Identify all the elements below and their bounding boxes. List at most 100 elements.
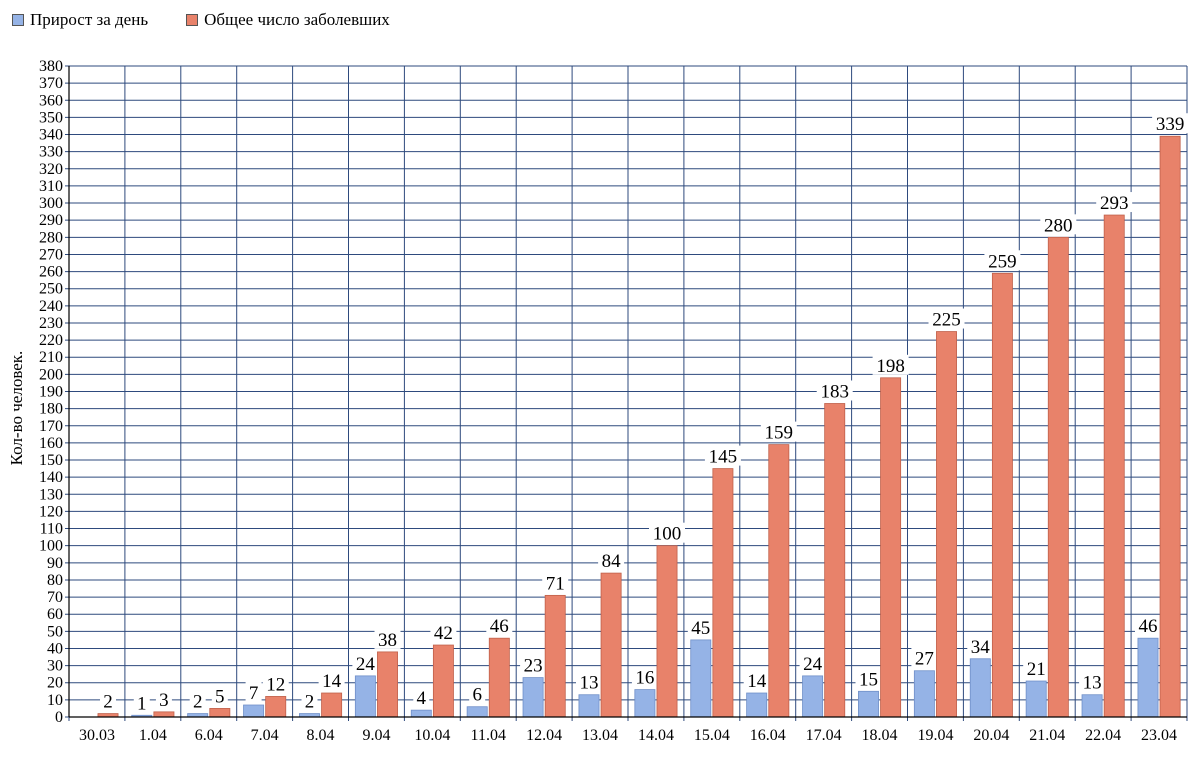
x-tick-label: 10.04 [414,727,450,744]
data-label-total: 293 [1100,193,1129,214]
y-tick-label: 190 [39,384,63,401]
y-tick-label: 210 [39,349,63,366]
y-tick-label: 260 [39,264,63,281]
bar-total [209,708,231,718]
bar-daily [410,709,432,718]
y-tick-label: 120 [39,503,63,520]
y-tick-label: 230 [39,315,63,332]
data-label-total: 3 [159,690,169,711]
bar-daily [913,670,935,718]
data-label-bg [928,308,965,329]
data-label-bg [872,354,909,375]
y-tick-label: 220 [39,332,63,349]
x-tick-label: 7.04 [251,727,279,744]
bar-total [1159,135,1181,718]
data-label-bg [687,616,714,637]
data-label-daily: 4 [417,688,427,709]
data-label-bg [1152,113,1189,134]
y-tick-label: 100 [39,538,63,555]
y-tick-label: 380 [39,58,63,75]
data-label-bg [704,445,741,466]
y-tick-label: 200 [39,366,63,383]
bar-total [1047,236,1069,718]
bar-daily [243,704,265,718]
data-label-total: 159 [765,423,794,444]
bar-total [712,468,734,718]
data-label-bg [575,671,602,692]
bar-daily [802,675,824,718]
data-label-daily: 2 [305,692,315,713]
bar-total [488,637,510,718]
legend-swatch-daily [12,14,24,26]
bar-total [544,594,566,718]
data-label-daily: 1 [137,693,147,714]
bar-daily [1137,637,1159,718]
data-label-daily: 45 [691,618,710,639]
y-tick-label: 180 [39,401,63,418]
data-label-daily: 24 [356,654,376,675]
bar-total [656,545,678,718]
data-label-daily: 16 [635,668,654,689]
y-tick-label: 20 [47,675,63,692]
data-label-bg [155,688,172,709]
legend-label-daily: Прирост за день [30,10,149,29]
data-label-bg [189,690,206,711]
data-label-bg [743,670,770,691]
x-tick-label: 11.04 [471,727,506,744]
data-label-bg [649,522,686,543]
data-label-total: 2 [103,692,113,713]
y-tick-label: 10 [47,692,63,709]
legend-item-total: Общее число заболевших [186,10,390,30]
data-label-total: 46 [490,616,509,637]
bar-daily [1081,694,1103,718]
y-tick-label: 350 [39,109,63,126]
data-label-daily: 27 [915,649,934,670]
data-label-bg [413,687,430,708]
data-label-total: 42 [434,623,453,644]
bar-daily [578,694,600,718]
data-label-total: 71 [546,573,565,594]
y-tick-label: 340 [39,127,63,144]
data-label-total: 225 [932,310,961,331]
data-label-total: 339 [1156,114,1185,135]
data-label-daily: 7 [249,683,259,704]
y-tick-label: 320 [39,161,63,178]
y-tick-label: 330 [39,144,63,161]
y-tick-label: 290 [39,212,63,229]
data-label-bg [374,628,401,649]
bar-total [1103,214,1125,718]
x-tick-label: 16.04 [750,727,786,744]
data-label-total: 259 [988,251,1017,272]
x-tick-label: 19.04 [917,727,953,744]
bar-daily [746,692,768,718]
y-tick-label: 70 [47,589,63,606]
bar-total [153,711,175,718]
data-label-bg [967,635,994,656]
data-label-bg [301,690,318,711]
data-label-daily: 13 [1083,673,1102,694]
data-label-bg [211,685,228,706]
data-label-total: 280 [1044,215,1073,236]
bar-daily [690,639,712,718]
y-tick-label: 270 [39,246,63,263]
bar-total [991,272,1013,718]
data-label-total: 12 [266,674,285,695]
data-label-bg [100,690,117,711]
x-tick-label: 20.04 [973,727,1009,744]
y-tick-label: 0 [55,709,63,726]
data-label-daily: 23 [524,656,543,677]
data-label-bg [911,647,938,668]
data-label-total: 38 [378,630,397,651]
x-tick-label: 23.04 [1141,727,1177,744]
data-label-bg [855,668,882,689]
y-tick-label: 360 [39,92,63,109]
bar-daily [858,690,879,718]
data-label-total: 84 [602,551,622,572]
y-tick-label: 50 [47,623,63,640]
y-tick-label: 40 [47,640,63,657]
bar-daily [522,677,544,718]
y-tick-label: 30 [47,658,63,675]
bar-total [880,377,902,718]
bar-total [377,651,398,718]
